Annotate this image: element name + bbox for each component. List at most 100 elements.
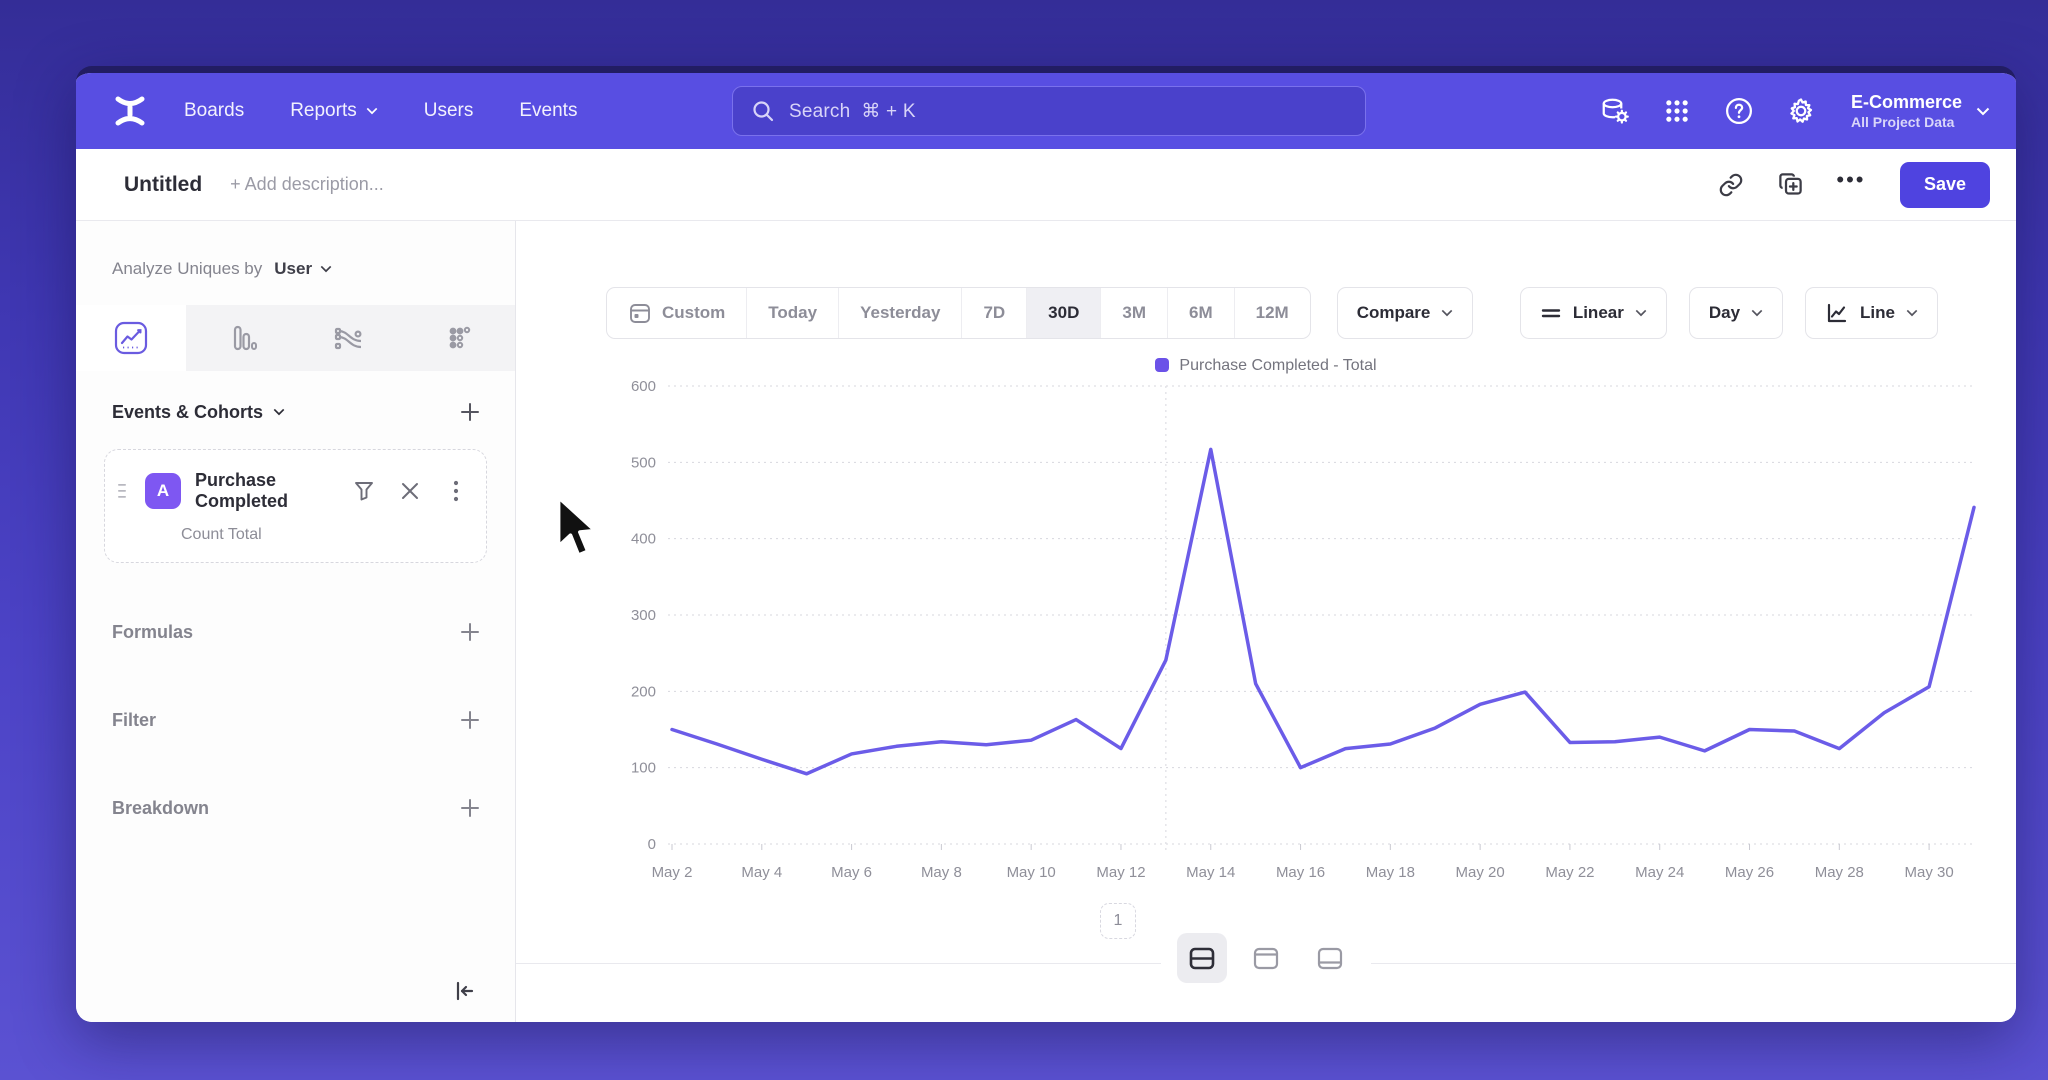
range-6m[interactable]: 6M: [1166, 288, 1234, 338]
linear-scale-icon: [1540, 302, 1562, 324]
add-formula-button[interactable]: [459, 621, 481, 643]
more-menu[interactable]: •••: [1836, 166, 1866, 192]
tab-insights[interactable]: [76, 305, 186, 371]
search-input[interactable]: Search ⌘ + K: [732, 86, 1366, 136]
layout-bottom-icon[interactable]: [1305, 933, 1355, 983]
events-cohorts-title[interactable]: Events & Cohorts: [112, 402, 285, 423]
date-range-control: Custom Today Yesterday 7D 30D 3M 6M 12M: [606, 287, 1311, 339]
svg-text:May 10: May 10: [1007, 864, 1056, 881]
event-metric[interactable]: Count Total: [181, 526, 262, 543]
chart-type-dropdown[interactable]: Line: [1805, 287, 1938, 339]
chart-panel: Custom Today Yesterday 7D 30D 3M 6M 12M Compare…: [516, 221, 2016, 1022]
filter-label: Filter: [112, 709, 157, 730]
line-chart-icon: [1825, 301, 1849, 325]
nav-item-reports[interactable]: Reports: [290, 100, 378, 122]
project-scope: All Project Data: [1850, 113, 1955, 130]
project-switcher[interactable]: E-Commerce All Project Data: [1850, 91, 1990, 130]
sidebar-row-formulas[interactable]: Formulas: [112, 621, 481, 643]
svg-text:May 28: May 28: [1815, 864, 1864, 881]
svg-text:May 2: May 2: [652, 864, 693, 881]
breakdown-label: Breakdown: [112, 797, 210, 818]
events-cohorts-header: Events & Cohorts: [112, 401, 481, 423]
svg-text:May 24: May 24: [1635, 864, 1684, 881]
svg-text:300: 300: [631, 607, 656, 624]
nav-item-events[interactable]: Events: [519, 100, 578, 121]
range-12m[interactable]: 12M: [1233, 288, 1310, 338]
svg-text:600: 600: [631, 378, 656, 395]
mixpanel-logo-icon[interactable]: [110, 91, 150, 131]
tab-funnels[interactable]: [186, 305, 296, 371]
collapse-sidebar-icon[interactable]: [451, 978, 479, 1006]
svg-text:May 26: May 26: [1725, 864, 1774, 881]
add-event-button[interactable]: [459, 401, 481, 423]
formulas-label: Formulas: [112, 621, 194, 642]
svg-text:200: 200: [631, 683, 656, 700]
range-today[interactable]: Today: [746, 288, 838, 338]
chevron-down-icon: [320, 265, 332, 273]
svg-text:May 18: May 18: [1366, 864, 1415, 881]
range-7d[interactable]: 7D: [961, 288, 1026, 338]
sidebar-row-filter[interactable]: Filter: [112, 709, 481, 731]
help-icon[interactable]: [1723, 95, 1755, 127]
compare-button[interactable]: Compare: [1336, 287, 1474, 339]
svg-text:400: 400: [631, 531, 656, 548]
apps-grid-icon[interactable]: [1661, 95, 1693, 127]
interval-dropdown[interactable]: Day: [1688, 287, 1784, 339]
event-name[interactable]: Purchase Completed: [195, 470, 289, 511]
legend-label: Purchase Completed - Total: [1179, 357, 1377, 374]
layout-toggles: [1161, 933, 1371, 983]
svg-text:May 30: May 30: [1905, 864, 1954, 881]
range-3m[interactable]: 3M: [1100, 288, 1167, 338]
event-letter-badge: A: [145, 473, 181, 509]
page-indicator[interactable]: 1: [1100, 903, 1136, 939]
tab-flows[interactable]: [296, 305, 406, 371]
duplicate-icon[interactable]: [1776, 170, 1806, 200]
analyze-label: Analyze Uniques by: [112, 259, 263, 278]
svg-text:100: 100: [631, 760, 656, 777]
report-title[interactable]: Untitled: [124, 172, 203, 196]
svg-text:0: 0: [648, 836, 656, 853]
share-link-icon[interactable]: [1716, 170, 1746, 200]
sidebar-row-breakdown[interactable]: Breakdown: [112, 797, 481, 819]
range-30d[interactable]: 30D: [1026, 288, 1101, 338]
save-button[interactable]: Save: [1899, 161, 1990, 208]
nav-item-users[interactable]: Users: [423, 100, 474, 121]
event-options-icon[interactable]: [444, 479, 468, 503]
trend-chart[interactable]: 0 100 200 300 400 500 600 May 2 May 4 May 6 May 8 M…: [586, 360, 2006, 940]
search-icon: [751, 99, 775, 123]
svg-text:500: 500: [631, 454, 656, 471]
data-sources-icon[interactable]: [1599, 95, 1631, 127]
chevron-down-icon: [366, 107, 378, 115]
analyze-value: User: [274, 259, 313, 278]
remove-event-icon[interactable]: [398, 479, 422, 503]
analyze-uniques-control[interactable]: Analyze Uniques by User: [76, 221, 515, 279]
report-toolbar: Untitled + Add description... ••• Save: [76, 149, 2016, 221]
range-custom[interactable]: Custom: [607, 288, 746, 338]
scale-dropdown[interactable]: Linear: [1519, 287, 1667, 339]
filter-funnel-icon[interactable]: [352, 479, 376, 503]
add-description[interactable]: + Add description...: [230, 174, 384, 194]
top-nav: Boards Reports Users Events Search ⌘ + K: [76, 73, 2016, 149]
nav-item-boards[interactable]: Boards: [184, 100, 245, 121]
add-filter-button[interactable]: [459, 709, 481, 731]
svg-text:May 16: May 16: [1276, 864, 1325, 881]
chevron-down-icon: [1441, 309, 1453, 317]
drag-handle-icon[interactable]: [117, 483, 131, 499]
layout-top-icon[interactable]: [1241, 933, 1291, 983]
svg-text:May 20: May 20: [1456, 864, 1505, 881]
add-breakdown-button[interactable]: [459, 797, 481, 819]
tab-retention[interactable]: [405, 305, 515, 371]
layout-split-icon[interactable]: [1177, 933, 1227, 983]
range-yesterday[interactable]: Yesterday: [838, 288, 961, 338]
svg-text:May 8: May 8: [921, 864, 962, 881]
event-card[interactable]: A Purchase Completed: [104, 449, 487, 563]
nav-items: Boards Reports Users Events: [184, 100, 577, 122]
query-sidebar: Analyze Uniques by User: [76, 221, 516, 1022]
settings-gear-icon[interactable]: [1785, 95, 1817, 127]
chevron-down-icon: [1976, 107, 1990, 116]
svg-text:May 14: May 14: [1186, 864, 1235, 881]
project-name: E-Commerce: [1850, 92, 1962, 113]
chart-legend[interactable]: Purchase Completed - Total: [516, 357, 2016, 375]
svg-text:May 12: May 12: [1096, 864, 1145, 881]
app-window: Boards Reports Users Events Search ⌘ + K: [76, 66, 2016, 1022]
